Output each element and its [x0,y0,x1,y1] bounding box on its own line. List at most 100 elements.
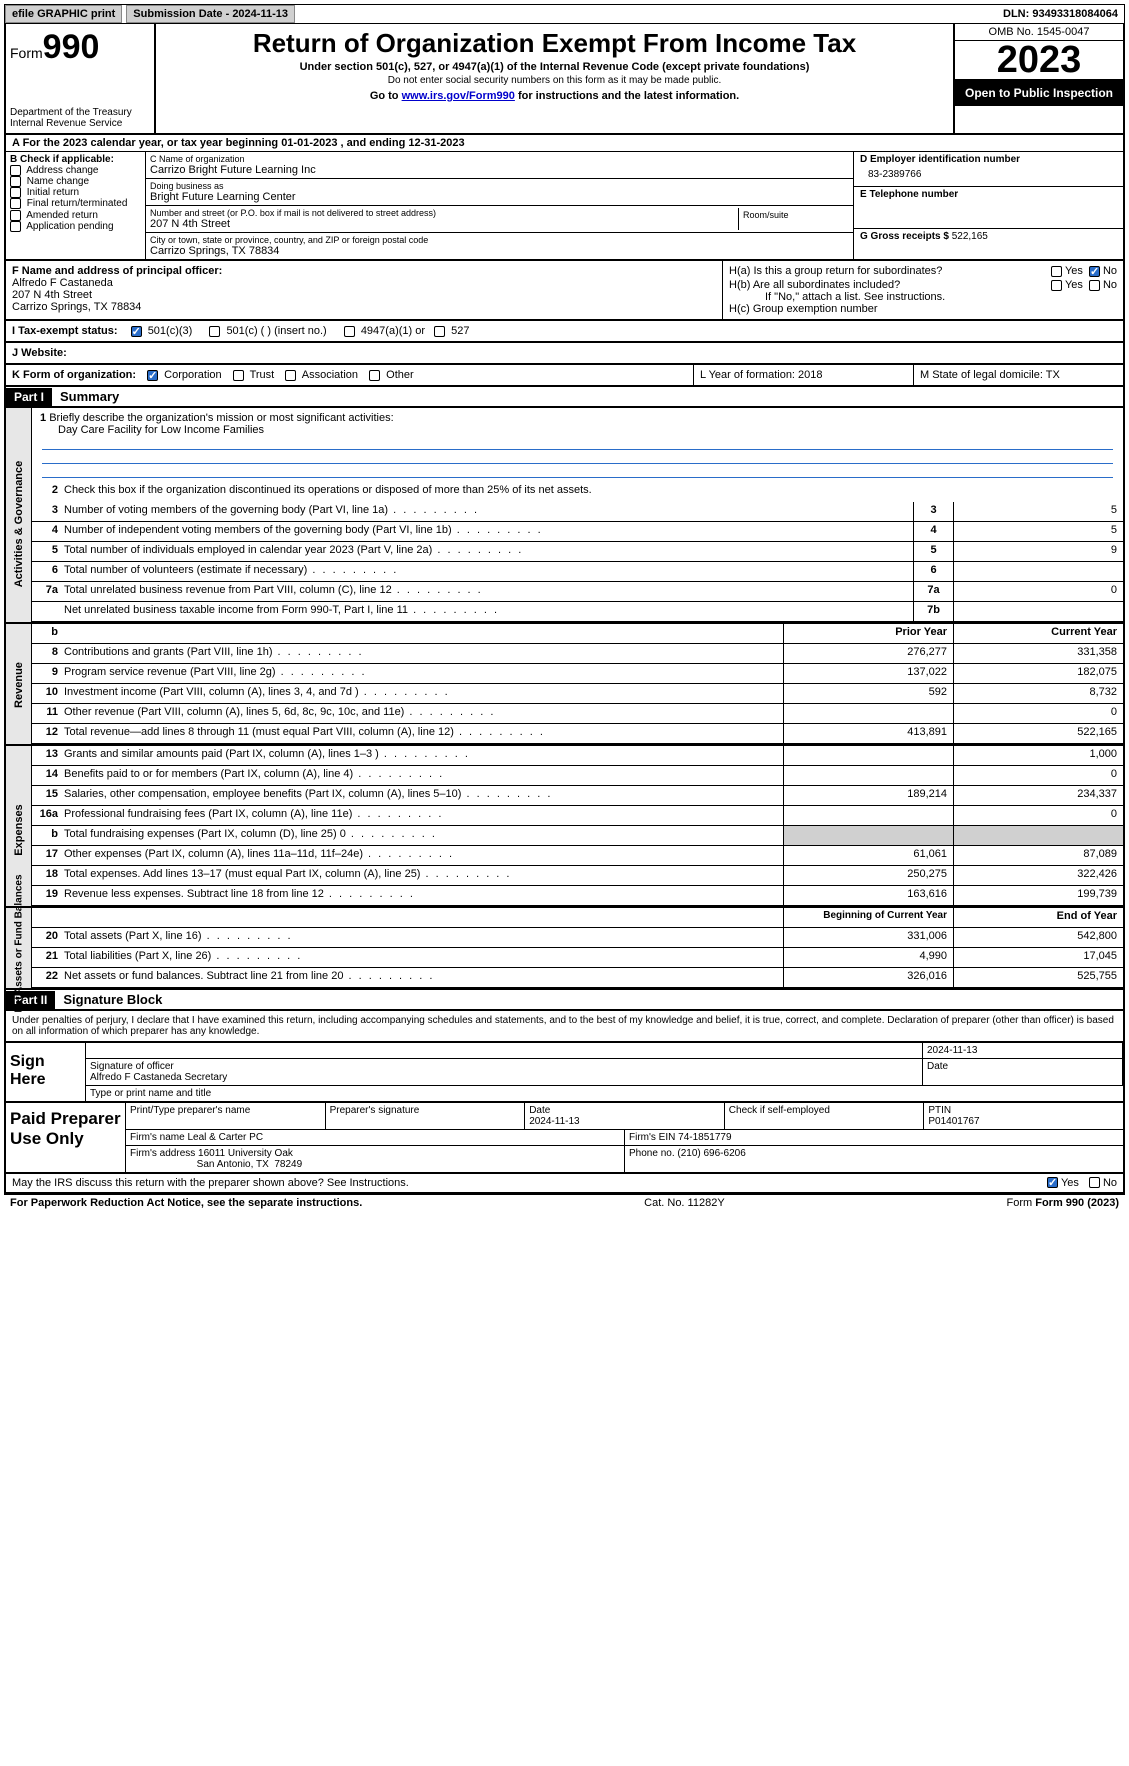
summary-row: 17Other expenses (Part IX, column (A), l… [32,846,1123,866]
4947-checkbox[interactable] [344,326,355,337]
discuss-question: May the IRS discuss this return with the… [12,1177,1047,1189]
col-c: C Name of organization Carrizo Bright Fu… [146,152,853,259]
colb-item: Initial return [10,187,141,198]
ein-label: D Employer identification number [860,154,1117,165]
form-number: 990 [43,28,100,66]
summary-row: 15Salaries, other compensation, employee… [32,786,1123,806]
tax-status-label: I Tax-exempt status: [12,325,118,337]
prior-year-header: Prior Year [783,624,953,643]
ha-no: No [1103,265,1117,277]
form-ssn-note: Do not enter social security numbers on … [162,75,947,86]
trust-checkbox[interactable] [233,370,244,381]
line-a: A For the 2023 calendar year, or tax yea… [4,135,1125,152]
paperwork-notice: For Paperwork Reduction Act Notice, see … [10,1197,362,1209]
ein: 83-2389766 [860,165,1117,184]
goto-link[interactable]: www.irs.gov/Form990 [402,90,515,102]
summary-row: 13Grants and similar amounts paid (Part … [32,746,1123,766]
assoc-checkbox[interactable] [285,370,296,381]
street: 207 N 4th Street [150,218,738,230]
org-name: Carrizo Bright Future Learning Inc [150,164,849,176]
dln: DLN: 93493318084064 [997,6,1124,22]
summary-row: 16aProfessional fundraising fees (Part I… [32,806,1123,826]
dba-label: Doing business as [150,181,849,191]
hb-no-checkbox[interactable] [1089,280,1100,291]
phone-label: E Telephone number [860,189,1117,200]
summary-row: 20Total assets (Part X, line 16)331,0065… [32,928,1123,948]
submission-date: Submission Date - 2024-11-13 [126,5,295,23]
501c-checkbox[interactable] [209,326,220,337]
type-label: Type or print name and title [86,1086,1123,1101]
discuss-yes-checkbox[interactable] [1047,1177,1058,1188]
form-subtitle: Under section 501(c), 527, or 4947(a)(1)… [162,61,947,73]
hb-note: If "No," attach a list. See instructions… [729,291,1117,303]
ha-label: H(a) Is this a group return for subordin… [729,265,1051,277]
paid-prep-label: Paid Preparer Use Only [6,1103,126,1172]
colb-item: Final return/terminated [10,198,141,209]
colb-item: Application pending [10,221,141,232]
goto-pre: Go to [370,90,402,102]
summary-row: 9Program service revenue (Part VIII, lin… [32,664,1123,684]
summary-row: Net unrelated business taxable income fr… [32,602,1123,622]
summary-row: 6Total number of volunteers (estimate if… [32,562,1123,582]
part1-title: Summary [52,387,127,406]
summary-row: 10Investment income (Part VIII, column (… [32,684,1123,704]
prep-name-label: Print/Type preparer's name [126,1103,326,1129]
room-label: Room/suite [743,210,845,220]
street-label: Number and street (or P.O. box if mail i… [150,208,738,218]
city: Carrizo Springs, TX 78834 [150,245,849,257]
form-label: Form [10,45,43,61]
firm-phone: Phone no. (210) 696-6206 [625,1146,1123,1172]
gross-receipts-label: G Gross receipts $ [860,231,952,242]
officer-name: Alfredo F Castaneda [12,277,716,289]
corp-checkbox[interactable] [147,370,158,381]
end-year-header: End of Year [953,908,1123,927]
open-public-badge: Open to Public Inspection [955,80,1123,106]
website-label: J Website: [12,347,67,359]
prep-sig-label: Preparer's signature [326,1103,526,1129]
firm-city: San Antonio, TX 78249 [130,1159,620,1170]
summary-row: 3Number of voting members of the governi… [32,502,1123,522]
year-formation: L Year of formation: 2018 [693,365,913,385]
form-footer: Form 990 (2023) [1035,1197,1119,1209]
hb-yes-checkbox[interactable] [1051,280,1062,291]
hb-label: H(b) Are all subordinates included? [729,279,1051,291]
sig-officer-label: Signature of officer [90,1061,174,1072]
501c3-checkbox[interactable] [131,326,142,337]
summary-row: 11Other revenue (Part VIII, column (A), … [32,704,1123,724]
other-checkbox[interactable] [369,370,380,381]
part1-header: Part I [6,388,52,406]
vtab-netassets: Net Assets or Fund Balances [14,887,25,1013]
ha-yes-checkbox[interactable] [1051,266,1062,277]
summary-row: 5Total number of individuals employed in… [32,542,1123,562]
officer-street: 207 N 4th Street [12,289,716,301]
discuss-no-checkbox[interactable] [1089,1177,1100,1188]
line2: Check this box if the organization disco… [64,484,592,496]
col-d: D Employer identification number 83-2389… [853,152,1123,259]
summary-row: 18Total expenses. Add lines 13–17 (must … [32,866,1123,886]
sig-declaration: Under penalties of perjury, I declare th… [4,1011,1125,1043]
goto-post: for instructions and the latest informat… [515,90,739,102]
vtab-governance: Activities & Governance [13,457,25,591]
mission-label: Briefly describe the organization's miss… [49,412,393,424]
col-b: B Check if applicable: Address change Na… [6,152,146,259]
dba-name: Bright Future Learning Center [150,191,849,203]
summary-row: 4Number of independent voting members of… [32,522,1123,542]
officer-label: F Name and address of principal officer: [12,265,716,277]
summary-row: bTotal fundraising expenses (Part IX, co… [32,826,1123,846]
form-header: Form990 Department of the Treasury Inter… [4,24,1125,135]
topbar: efile GRAPHIC print Submission Date - 20… [4,4,1125,24]
sign-date: 2024-11-13 [923,1043,1123,1058]
current-year-header: Current Year [953,624,1123,643]
summary-row: 19Revenue less expenses. Subtract line 1… [32,886,1123,906]
527-checkbox[interactable] [434,326,445,337]
cat-no: Cat. No. 11282Y [362,1197,1006,1209]
summary-row: 22Net assets or fund balances. Subtract … [32,968,1123,988]
hc-label: H(c) Group exemption number [729,303,1117,315]
officer-sig-name: Alfredo F Castaneda Secretary [90,1072,227,1083]
part2-title: Signature Block [55,990,170,1009]
efile-print-button[interactable]: efile GRAPHIC print [5,5,122,23]
gross-receipts: 522,165 [952,231,988,242]
summary-row: 12Total revenue—add lines 8 through 11 (… [32,724,1123,744]
ha-no-checkbox[interactable] [1089,266,1100,277]
summary-row: 14Benefits paid to or for members (Part … [32,766,1123,786]
